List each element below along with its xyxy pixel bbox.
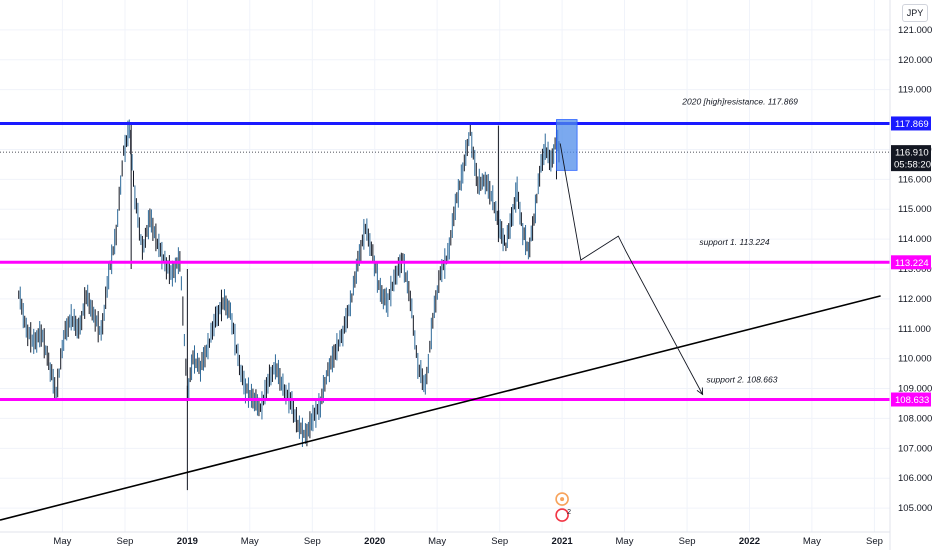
- support-2-tag-label: 108.633: [895, 395, 929, 406]
- support-2-label: support 2. 108.663: [707, 375, 778, 385]
- current-price-tag-label: 116.910: [895, 148, 929, 159]
- trendline: [0, 295, 881, 521]
- current-price-tag: [891, 145, 931, 172]
- price-tick-label: 110.000: [898, 354, 932, 365]
- event-count: 2: [567, 509, 571, 516]
- price-tick-label: 109.000: [898, 384, 932, 395]
- time-tick-label: 2020: [364, 536, 385, 547]
- currency-badge[interactable]: JPY: [902, 4, 928, 22]
- price-tick-label: 115.000: [898, 204, 932, 215]
- price-series: [18, 119, 560, 491]
- support-1-tag-label: 113.224: [895, 258, 929, 269]
- support-1-tag: [891, 255, 931, 270]
- time-tick-label: May: [428, 536, 446, 547]
- time-tick-label: Sep: [117, 536, 134, 547]
- time-tick-label: May: [803, 536, 821, 547]
- projection-path: [559, 143, 703, 395]
- time-tick-label: Sep: [304, 536, 321, 547]
- time-tick-label: May: [241, 536, 259, 547]
- price-tick-label: 119.000: [898, 85, 932, 96]
- price-tick-label: 113.000: [898, 264, 932, 275]
- support-2-tag: [891, 392, 931, 407]
- price-tick-label: 106.000: [898, 473, 932, 484]
- time-tick-label: Sep: [679, 536, 696, 547]
- time-tick-label: Sep: [866, 536, 883, 547]
- resistance-tag-label: 117.869: [895, 119, 929, 130]
- drawings: 2020 [high]resistance. 117.869 support 1.…: [0, 97, 881, 522]
- price-axis[interactable]: 105.000 106.000 107.000 108.000 109.000 110.0…: [889, 0, 932, 550]
- price-tick-label: 116.000: [898, 174, 932, 185]
- price-tick-label: 111.000: [898, 324, 931, 335]
- price-tick-label: 121.000: [898, 25, 932, 36]
- price-tick-label: 112.000: [898, 294, 932, 305]
- price-tick-label: 120.000: [898, 55, 932, 66]
- horizontal-levels: [0, 121, 890, 402]
- event-icon-bottom: [555, 508, 569, 522]
- resistance-zone: [556, 119, 578, 171]
- time-tick-label: Sep: [491, 536, 508, 547]
- projection-arrowhead: [696, 387, 704, 396]
- grid: [0, 0, 890, 532]
- countdown-label: 05:58:20: [894, 160, 931, 171]
- time-tick-label: May: [616, 536, 634, 547]
- time-tick-label: 2022: [739, 536, 760, 547]
- time-axis[interactable]: May Sep 2019 May Sep 2020 May Sep 2021 May Sep 2022…: [0, 531, 890, 547]
- price-tick-label: 108.000: [898, 413, 932, 424]
- price-tick-label: 107.000: [898, 443, 932, 454]
- resistance-label: 2020 [high]resistance. 117.869: [681, 97, 798, 107]
- support-1-label: support 1. 113.224: [699, 237, 770, 247]
- price-tick-label: 114.000: [898, 234, 932, 245]
- price-tick-label: 105.000: [898, 503, 932, 514]
- time-tick-label: 2021: [552, 536, 574, 547]
- resistance-tag: [891, 116, 931, 131]
- time-tick-label: May: [53, 536, 71, 547]
- event-icon-top-dot: [560, 497, 565, 502]
- time-tick-label: 2019: [177, 536, 198, 547]
